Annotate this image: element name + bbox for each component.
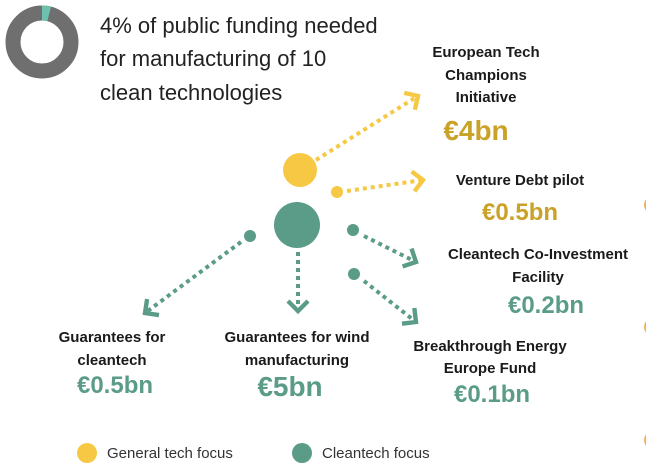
hub-general [283, 153, 317, 187]
node-dot [331, 186, 343, 198]
item-label: cleantech [77, 352, 146, 369]
item-label: European Tech [432, 44, 539, 61]
item-label: Europe Fund [444, 360, 537, 377]
item-label: Venture Debt pilot [456, 172, 584, 189]
item-label: manufacturing [245, 352, 349, 369]
item-label: Champions [445, 67, 527, 84]
legend-swatch [292, 443, 312, 463]
item-label: Facility [512, 269, 564, 286]
legend-label: General tech focus [107, 445, 233, 462]
item-amount: €5bn [257, 371, 322, 402]
node-dot [244, 230, 256, 242]
node-dot [347, 224, 359, 236]
item-amount: €0.5bn [77, 372, 153, 399]
title-line: 4% of public funding needed [100, 13, 378, 38]
item-label: Guarantees for wind [224, 329, 369, 346]
connectors [142, 90, 427, 326]
title-line: clean technologies [100, 80, 282, 105]
donut-segment [41, 5, 52, 22]
donut [5, 5, 79, 79]
legend-swatch [77, 443, 97, 463]
arrow [362, 279, 419, 326]
hub-clean [274, 202, 320, 248]
title-line: for manufacturing of 10 [100, 46, 326, 71]
arrow [314, 90, 421, 162]
item-label: Initiative [456, 89, 517, 106]
item-amount: €0.1bn [454, 381, 530, 408]
arrow [346, 169, 427, 193]
item-label: Guarantees for [59, 329, 166, 346]
node-dot [348, 268, 360, 280]
item-amount: €0.5bn [482, 199, 558, 226]
legend-label: Cleantech focus [322, 445, 430, 462]
item-label: Cleantech Co-Investment [448, 246, 628, 263]
arrow [142, 240, 243, 318]
arrow [363, 234, 419, 269]
item-label: Breakthrough Energy [413, 338, 567, 355]
item-amount: €4bn [443, 115, 508, 146]
item-amount: €0.2bn [508, 292, 584, 319]
